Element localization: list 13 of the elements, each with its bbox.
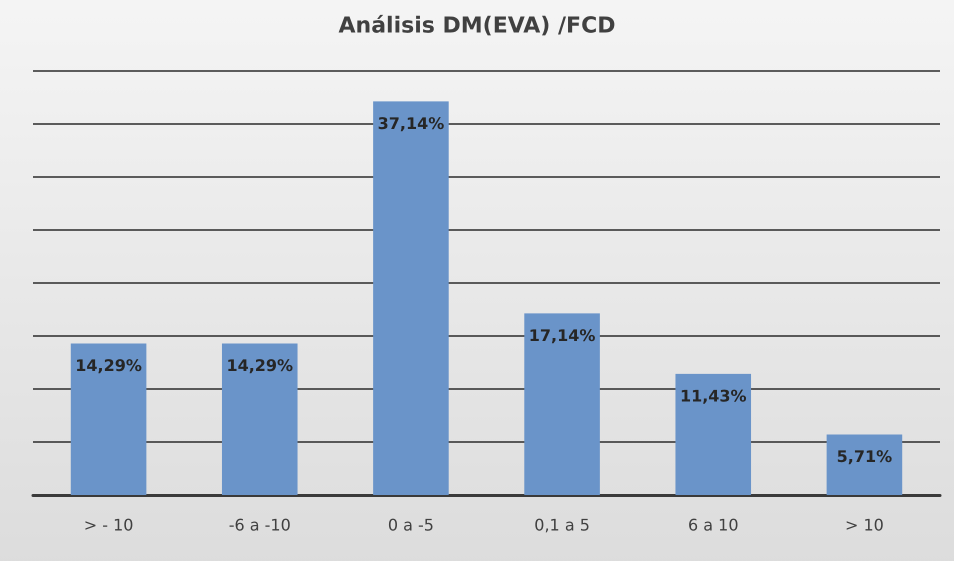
data-label: 5,71% (836, 446, 892, 466)
data-label: 14,29% (226, 356, 294, 376)
x-tick-label: > - 10 (84, 516, 134, 534)
data-label: 14,29% (75, 356, 142, 376)
x-tick-label: > 10 (844, 516, 884, 534)
x-tick-label: -6 a -10 (228, 516, 291, 534)
data-label: 37,14% (378, 114, 444, 133)
data-label: 17,14% (528, 326, 596, 345)
x-tick-label: 0 a -5 (388, 516, 434, 534)
chart-title: Análisis DM(EVA) /FCD (338, 14, 616, 38)
x-tick-label: 0,1 a 5 (534, 516, 590, 534)
x-tick-label: 6 a 10 (688, 516, 739, 534)
data-label: 11,43% (680, 386, 747, 406)
